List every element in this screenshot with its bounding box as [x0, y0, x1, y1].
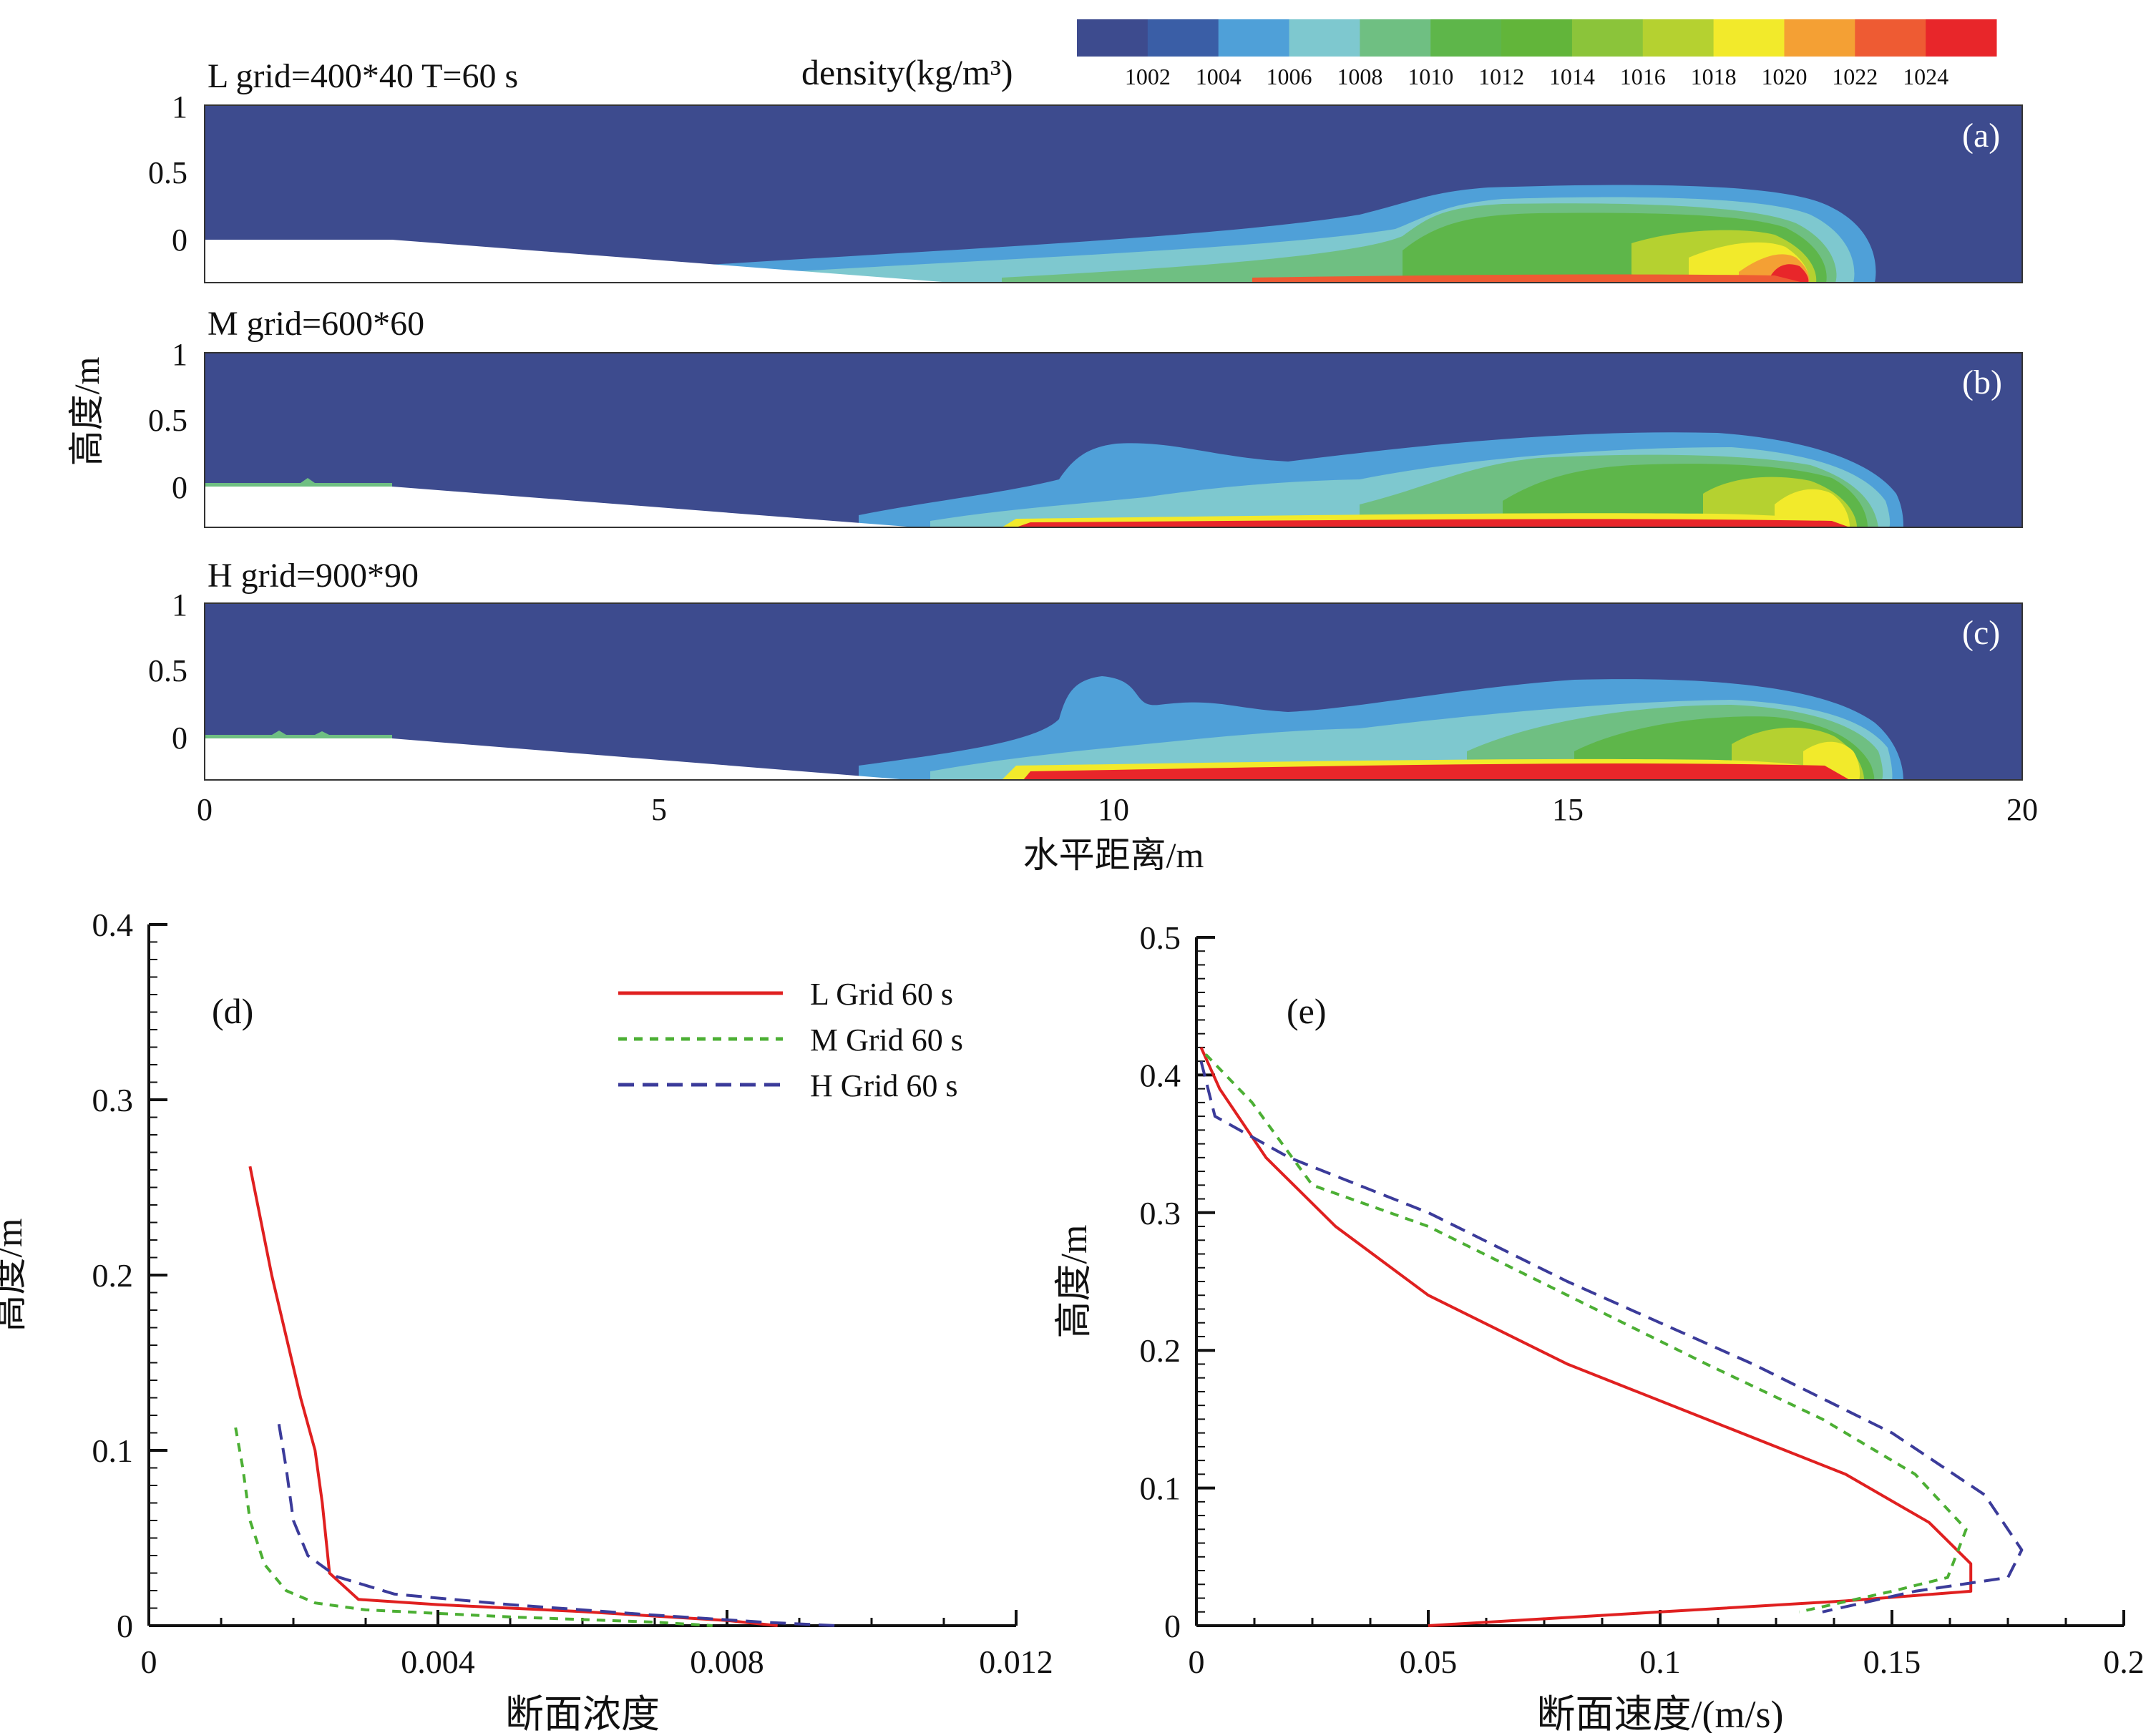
x-axis-label: 断面浓度: [505, 1693, 660, 1733]
density-x-axis-label: 水平距离/m: [1023, 835, 1204, 875]
colorbar-tick-label: 1004: [1196, 64, 1242, 89]
y-tick-label: 0.1: [92, 1432, 134, 1469]
x-tick-label: 0.2: [2103, 1644, 2145, 1680]
y-tick-label: 0.5: [1140, 919, 1181, 956]
series-line-h-grid: [277, 1423, 836, 1627]
colorbar-tick-label: 1012: [1478, 64, 1524, 89]
x-tick-label: 0: [1189, 1644, 1205, 1680]
legend-label: H Grid 60 s: [810, 1068, 958, 1103]
y-tick-label: 0.3: [92, 1082, 134, 1118]
x-tick-label: 0: [141, 1644, 157, 1680]
y-tick-label: 1: [172, 89, 187, 125]
colorbar-swatch: [1289, 19, 1360, 57]
x-tick-label: 0.008: [690, 1644, 764, 1680]
colorbar-swatch: [1430, 19, 1502, 57]
panel-tag: (d): [212, 991, 253, 1031]
density-panel-a: L grid=400*40 T=60 s (a) 1 0.5 0: [148, 57, 2023, 283]
y-tick-label: 0.2: [1140, 1332, 1181, 1369]
y-tick-label: 0.1: [1140, 1470, 1181, 1507]
x-tick-label: 20: [2006, 792, 2038, 827]
x-tick-label: 0: [197, 792, 213, 827]
density-panel-b: M grid=600*60 (b) 1 0.5 0: [148, 305, 2023, 528]
x-axis-label: 断面速度/(m/s): [1537, 1693, 1784, 1733]
concentration-profile-chart: 0 0.004 0.008 0.012 0 0.1 0.2 0.3 0.4 断面浓度 高度/m (d)…: [0, 907, 1053, 1733]
panel-a-yticks: 1 0.5 0: [148, 89, 187, 258]
colorbar-tick-label: 1022: [1832, 64, 1878, 89]
legend-label: M Grid 60 s: [810, 1022, 963, 1058]
colorbar-swatch: [1713, 19, 1785, 57]
colorbar-tick-label: 1010: [1408, 64, 1453, 89]
colorbar-swatch: [1077, 19, 1148, 57]
panel-c-yticks: 1 0.5 0: [148, 587, 187, 756]
y-axis-label: 高度/m: [1054, 1225, 1095, 1339]
colorbar-swatch: [1360, 19, 1431, 57]
x-tick-label: 0.1: [1639, 1644, 1681, 1680]
velocity-profile-chart: 0 0.05 0.1 0.15 0.2 0 0.1 0.2 0.3 0.4 0.5 断面速度/(m/s…: [1054, 919, 2145, 1733]
density-x-axis: 0 5 10 15 20 水平距离/m: [197, 792, 2038, 875]
series-line-h-grid: [1199, 1060, 2024, 1614]
colorbar-tick-label: 1014: [1549, 64, 1595, 89]
colorbar-swatch: [1855, 19, 1926, 57]
y-tick-label: 0.5: [148, 403, 187, 438]
panel-b-tag: (b): [1962, 363, 2002, 401]
colorbar-tick-label: 1008: [1337, 64, 1382, 89]
y-tick-label: 0.5: [148, 653, 187, 688]
y-tick-label: 0.4: [92, 907, 134, 943]
panel-b-title: M grid=600*60: [208, 305, 424, 343]
y-axis-label: 高度/m: [0, 1219, 30, 1332]
series-line-m-grid: [1204, 1053, 1968, 1614]
colorbar-swatch: [1501, 19, 1573, 57]
colorbar-tick-label: 1020: [1761, 64, 1807, 89]
x-tick-label: 0.012: [979, 1644, 1053, 1680]
y-tick-label: 0: [172, 721, 187, 756]
density-panel-c: H grid=900*90 (c) 1 0.5 0 0 5 10 15 20: [148, 557, 2038, 875]
colorbar-swatch: [1784, 19, 1855, 57]
panel-b-yticks: 1 0.5 0: [148, 337, 187, 505]
series-line-m-grid: [234, 1427, 713, 1627]
x-tick-label: 0.004: [401, 1644, 475, 1680]
y-tick-label: 0: [1164, 1608, 1181, 1644]
panel-a-tag: (a): [1962, 117, 2000, 155]
legend-label: L Grid 60 s: [810, 977, 953, 1012]
panel-tag: (e): [1287, 991, 1327, 1031]
colorbar-swatch: [1147, 19, 1219, 57]
y-tick-label: 0.4: [1140, 1057, 1181, 1093]
y-tick-label: 0.3: [1140, 1195, 1181, 1231]
panel-c-title: H grid=900*90: [208, 557, 419, 595]
panel-a-title: L grid=400*40 T=60 s: [208, 57, 518, 95]
y-tick-label: 0: [172, 470, 187, 505]
y-tick-label: 1: [172, 587, 187, 623]
y-tick-label: 0: [172, 223, 187, 258]
panel-c-tag: (c): [1962, 614, 2000, 652]
y-tick-label: 1: [172, 337, 187, 372]
x-tick-label: 0.15: [1863, 1644, 1921, 1680]
colorbar-tick-label: 1018: [1691, 64, 1737, 89]
colorbar: density(kg/m³) 1002 1004 1006 1008 1010 1012 1…: [801, 19, 1997, 92]
colorbar-tick-label: 1024: [1903, 64, 1948, 89]
legend: L Grid 60 s M Grid 60 s H Grid 60 s: [618, 977, 963, 1103]
x-tick-label: 10: [1098, 792, 1129, 827]
colorbar-tick-label: 1002: [1125, 64, 1171, 89]
density-y-axis-label: 高度/m: [67, 357, 107, 467]
series-line-l-grid: [248, 1166, 778, 1627]
y-tick-label: 0: [117, 1608, 133, 1644]
series-line-l-grid: [1199, 1047, 1973, 1627]
x-tick-label: 0.05: [1400, 1644, 1458, 1680]
colorbar-title: density(kg/m³): [801, 52, 1013, 92]
colorbar-tick-label: 1016: [1620, 64, 1666, 89]
colorbar-tick-label: 1006: [1267, 64, 1312, 89]
colorbar-swatch: [1926, 19, 1997, 57]
y-tick-label: 0.2: [92, 1257, 134, 1294]
colorbar-swatch: [1218, 19, 1290, 57]
colorbar-swatch: [1571, 19, 1644, 57]
y-tick-label: 0.5: [148, 155, 187, 190]
x-tick-label: 15: [1552, 792, 1584, 827]
colorbar-swatch: [1642, 19, 1714, 57]
x-tick-label: 5: [651, 792, 667, 827]
